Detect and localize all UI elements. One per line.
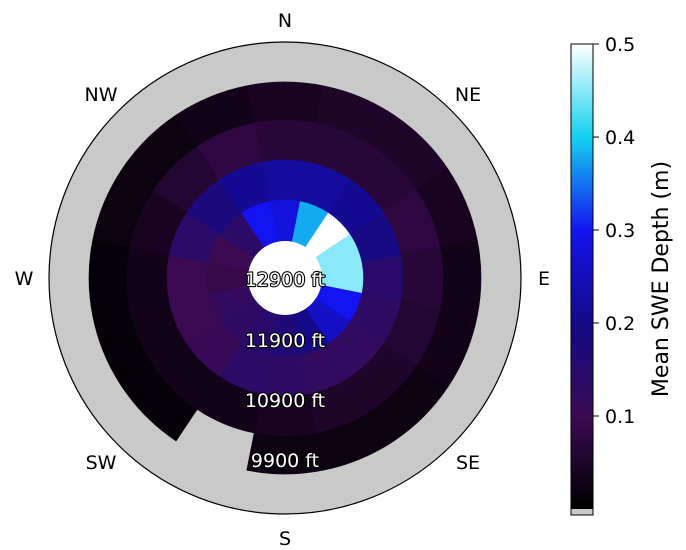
colorbar-tick-label: 0.4 [605,127,635,149]
colorbar-tick-label: 0.3 [605,220,635,242]
colorbar: 0.1 0.2 0.3 0.4 0.5 Mean SWE Depth (m) [570,34,674,516]
compass-label-s: S [279,528,291,550]
sector-9900ft-4 [439,239,482,317]
ring-label-9900: 9900 ft [251,450,319,472]
sector-11900ft-4 [361,254,404,302]
compass-label-nw: NW [85,84,118,106]
colorbar-tick-label: 0.5 [605,34,635,56]
sector-9900ft-0 [246,81,324,124]
swe-sectors [88,81,482,475]
sector-10900ft-0 [253,119,317,163]
compass-label-e: E [538,268,550,290]
plot-outline [48,41,522,515]
ring-label-12900: 12900 ft [245,269,325,291]
compass-label-se: SE [456,452,480,474]
colorbar-ticks: 0.1 0.2 0.3 0.4 0.5 [593,34,635,428]
sector-9900ft-12 [88,239,131,317]
colorbar-frame [570,43,594,516]
sector-11900ft-12 [166,254,209,302]
ring-label-11900: 11900 ft [245,330,325,352]
colorbar-title: Mean SWE Depth (m) [649,161,674,397]
compass-label-w: W [15,268,34,290]
compass-label-ne: NE [455,84,481,106]
center-hole [248,241,322,315]
elevation-ring-labels: 12900 ft 11900 ft 10900 ft 9900 ft [244,268,326,473]
sector-10900ft-12 [126,246,170,310]
ring-label-10900: 10900 ft [245,390,325,412]
sector-10900ft-4 [400,246,444,310]
colorbar-gradient [571,44,593,509]
sector-11900ft-0 [261,159,309,202]
compass-label-n: N [278,10,292,32]
colorbar-tick-label: 0.1 [605,406,635,428]
compass-label-sw: SW [86,452,117,474]
polar-plot [48,41,522,515]
colorbar-missing-swatch [571,509,593,515]
colorbar-tick-label: 0.2 [605,313,635,335]
compass-labels: N NE E SE S SW W NW [15,10,550,550]
